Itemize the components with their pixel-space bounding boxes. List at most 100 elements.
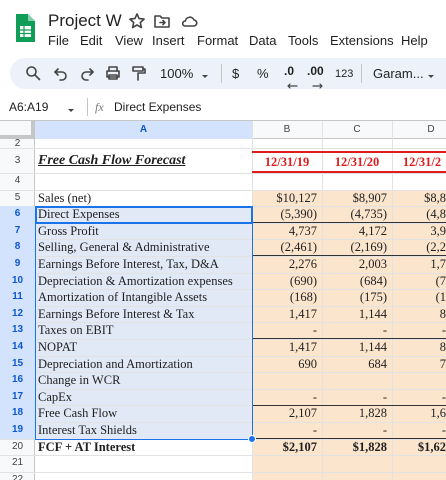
cell-value[interactable]: $1,62 — [417, 439, 446, 454]
row-label[interactable]: CapEx — [38, 389, 73, 404]
cell-value[interactable]: 1,417 — [288, 306, 317, 321]
row-label[interactable]: Earnings Before Interest, Tax, D&A — [38, 257, 219, 271]
cell-value[interactable]: (2,461) — [280, 240, 317, 255]
increase-decimal-button[interactable]: .00 — [307, 64, 324, 78]
star-button[interactable] — [128, 12, 146, 30]
paint-format-button[interactable] — [131, 65, 147, 81]
row-label[interactable]: Direct Expenses — [38, 207, 120, 222]
menu-item[interactable]: Edit — [80, 33, 103, 48]
cell-value[interactable]: (4,8 — [426, 207, 446, 222]
cell-value[interactable]: - — [312, 423, 317, 437]
row-label[interactable]: FCF + AT Interest — [38, 439, 136, 454]
cell-value[interactable]: - — [382, 323, 387, 338]
search-button[interactable] — [25, 65, 41, 81]
row-header[interactable]: 7 — [0, 222, 35, 240]
menu-item[interactable]: Format — [197, 33, 239, 48]
menu-item[interactable]: View — [115, 33, 143, 48]
cell-value[interactable]: 1,6 — [430, 406, 446, 421]
cell-value[interactable]: (5,390) — [280, 207, 317, 222]
cell-value[interactable]: (1 — [435, 290, 446, 305]
cell-value[interactable]: - — [312, 389, 317, 404]
row-header[interactable]: 18 — [0, 405, 35, 422]
undo-button[interactable] — [53, 65, 69, 81]
cell-value[interactable]: 1,144 — [358, 340, 387, 354]
column-header[interactable]: C — [353, 124, 361, 135]
row-label[interactable]: Depreciation & Amortization expenses — [38, 273, 233, 288]
row-header[interactable]: 13 — [0, 322, 35, 339]
row-header[interactable]: 10 — [0, 272, 35, 290]
column-header[interactable]: A — [35, 121, 252, 139]
menu-item[interactable]: Data — [249, 33, 277, 48]
row-header[interactable]: 3 — [14, 155, 21, 166]
cell-value[interactable]: (2,2 — [426, 240, 446, 255]
cell-value[interactable]: 4,737 — [288, 223, 317, 238]
row-header[interactable]: 16 — [0, 372, 35, 389]
currency-button[interactable]: $ — [232, 66, 240, 81]
cell-value[interactable]: $8,8 — [424, 190, 446, 205]
cell-value[interactable]: (2,169) — [350, 240, 387, 255]
fill-handle[interactable] — [248, 434, 256, 443]
row-label[interactable]: Taxes on EBIT — [38, 323, 114, 338]
cell-value[interactable]: (684) — [359, 273, 387, 288]
cell-value[interactable]: 2,107 — [288, 406, 317, 421]
move-button[interactable] — [153, 12, 171, 30]
cell-value[interactable]: 2,276 — [288, 257, 317, 271]
cell-value[interactable]: (7 — [435, 273, 446, 288]
cell-value[interactable]: 684 — [368, 356, 387, 371]
row-header[interactable]: 2 — [14, 139, 21, 148]
row-header[interactable]: 14 — [0, 339, 35, 356]
cell-value[interactable]: $1,828 — [352, 439, 387, 454]
menu-item[interactable]: Help — [401, 33, 428, 48]
cell-value[interactable]: $8,907 — [352, 190, 387, 205]
row-header[interactable]: 21 — [11, 457, 24, 469]
number-format-button[interactable]: 123 — [335, 68, 354, 80]
row-header[interactable]: 8 — [0, 239, 35, 256]
row-label[interactable]: Amortization of Intangible Assets — [38, 290, 208, 305]
cell-value[interactable]: (168) — [289, 290, 317, 305]
cell-value[interactable]: - — [312, 323, 317, 338]
print-button[interactable] — [105, 65, 121, 81]
row-label[interactable]: Earnings Before Interest & Tax — [38, 306, 195, 321]
cell-value[interactable]: $10,127 — [276, 190, 317, 205]
menu-item[interactable]: Insert — [152, 33, 185, 48]
column-header[interactable]: B — [283, 124, 291, 135]
row-label[interactable]: Interest Tax Shields — [38, 423, 137, 437]
row-header[interactable]: 15 — [0, 355, 35, 373]
cell-value[interactable]: - — [382, 423, 387, 437]
percent-button[interactable]: % — [257, 66, 269, 81]
row-header[interactable]: 4 — [14, 175, 21, 186]
row-header[interactable]: 9 — [0, 256, 35, 273]
cell-value[interactable]: 1,144 — [358, 306, 387, 321]
zoom-select[interactable]: 100% — [160, 66, 194, 81]
cell-value[interactable]: 1,417 — [288, 340, 317, 354]
row-header[interactable]: 11 — [0, 289, 35, 306]
row-header[interactable]: 22 — [11, 473, 24, 480]
cell-value[interactable]: - — [441, 389, 446, 404]
cell-value[interactable]: - — [441, 423, 446, 437]
row-label[interactable]: NOPAT — [38, 340, 78, 354]
row-label[interactable]: Free Cash Flow — [38, 406, 118, 421]
cell-value[interactable]: 690 — [298, 356, 317, 371]
cell-value[interactable]: 1,828 — [358, 406, 387, 421]
cell-value[interactable]: 4,172 — [358, 223, 387, 238]
menu-item[interactable]: Extensions — [330, 33, 394, 48]
row-header[interactable]: 20 — [11, 440, 24, 452]
font-select[interactable]: Garam... — [373, 66, 424, 81]
redo-button[interactable] — [79, 65, 95, 81]
cell-value[interactable]: 8 — [439, 306, 446, 321]
cell-value[interactable]: 8 — [439, 340, 446, 354]
cell-value[interactable]: - — [441, 323, 446, 338]
row-label[interactable]: Gross Profit — [38, 223, 99, 238]
doc-title[interactable]: Project W — [48, 11, 122, 30]
cell-value[interactable]: (4,735) — [350, 207, 387, 222]
formula-input[interactable]: Direct Expenses — [114, 100, 202, 114]
cell-value[interactable]: $2,107 — [282, 439, 317, 454]
cell-value[interactable]: 7 — [439, 356, 446, 371]
row-header[interactable]: 19 — [0, 422, 35, 439]
row-header[interactable]: 6 — [0, 206, 35, 223]
name-box[interactable]: A6:A19 — [9, 100, 49, 114]
cell-value[interactable]: 1,7 — [430, 257, 446, 271]
cell-value[interactable]: (175) — [359, 290, 387, 305]
cell-value[interactable]: (690) — [289, 273, 317, 288]
menu-item[interactable]: File — [48, 33, 69, 48]
